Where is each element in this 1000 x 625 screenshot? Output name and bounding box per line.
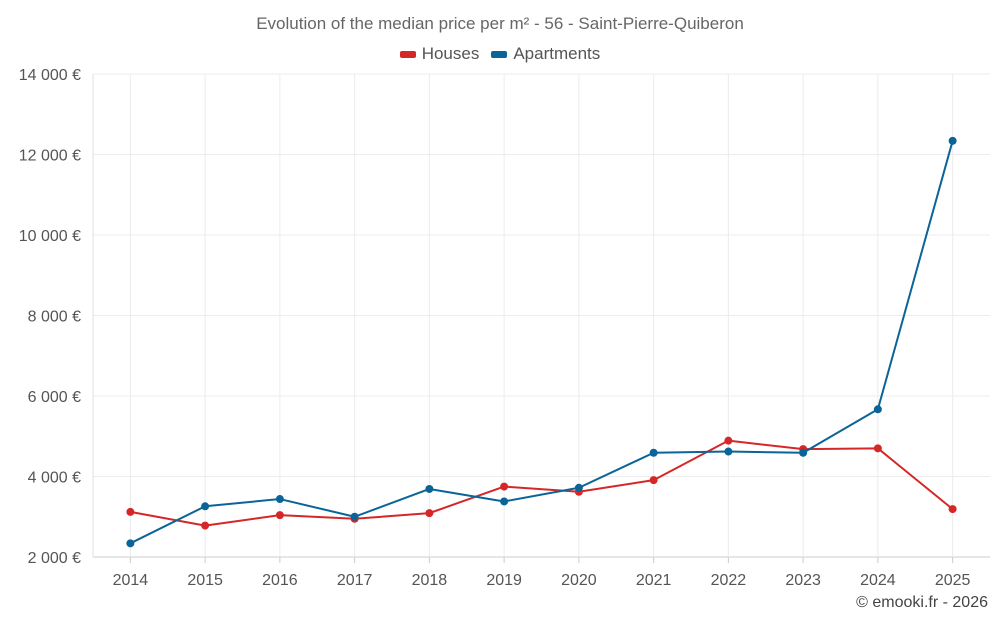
- data-point-houses[interactable]: [126, 507, 135, 516]
- data-point-apartments[interactable]: [500, 497, 509, 506]
- data-point-apartments[interactable]: [275, 495, 284, 504]
- x-tick-label: 2016: [262, 572, 298, 589]
- x-tick-label: 2018: [412, 572, 448, 589]
- legend-item-apartments[interactable]: Apartments: [491, 44, 600, 64]
- legend-swatch-apartments: [491, 50, 508, 58]
- data-point-apartments[interactable]: [126, 539, 135, 548]
- credit-text: © emooki.fr - 2026: [856, 594, 988, 611]
- x-tick-label: 2019: [486, 572, 522, 589]
- data-point-apartments[interactable]: [425, 484, 434, 493]
- series-line-apartments: [129, 140, 954, 545]
- legend-label-apartments: Apartments: [513, 44, 601, 63]
- y-tick-label: 6 000 €: [28, 389, 81, 406]
- y-tick-label: 12 000 €: [19, 148, 81, 165]
- y-tick-label: 4 000 €: [28, 470, 81, 487]
- data-point-houses[interactable]: [724, 436, 733, 445]
- x-tick-label: 2014: [113, 572, 149, 589]
- series-line-houses: [130, 439, 954, 527]
- y-tick-label: 8 000 €: [28, 309, 81, 326]
- x-tick-label: 2025: [935, 572, 971, 589]
- x-tick-label: 2022: [711, 572, 747, 589]
- data-point-houses[interactable]: [948, 505, 957, 514]
- legend: Houses Apartments: [0, 44, 1000, 64]
- data-point-houses[interactable]: [201, 521, 210, 530]
- x-tick-label: 2017: [337, 572, 373, 589]
- data-point-houses[interactable]: [649, 476, 658, 485]
- y-tick-label: 14 000 €: [19, 67, 81, 84]
- data-point-houses[interactable]: [873, 444, 882, 453]
- x-tick-label: 2023: [785, 572, 821, 589]
- legend-item-houses[interactable]: Houses: [399, 44, 480, 64]
- x-tick-label: 2015: [187, 572, 223, 589]
- legend-swatch-houses: [399, 50, 416, 58]
- y-tick-label: 2 000 €: [28, 550, 81, 567]
- data-point-apartments[interactable]: [799, 448, 808, 457]
- legend-label-houses: Houses: [421, 44, 480, 63]
- data-point-apartments[interactable]: [948, 136, 957, 145]
- x-tick-label: 2021: [636, 572, 672, 589]
- x-tick-label: 2020: [561, 572, 597, 589]
- data-point-houses[interactable]: [275, 511, 284, 520]
- data-point-apartments[interactable]: [574, 483, 583, 492]
- data-point-houses[interactable]: [500, 482, 509, 491]
- data-point-apartments[interactable]: [724, 447, 733, 456]
- data-point-apartments[interactable]: [873, 405, 882, 414]
- y-tick-label: 10 000 €: [19, 228, 81, 245]
- data-point-houses[interactable]: [425, 509, 434, 518]
- x-tick-label: 2024: [860, 572, 896, 589]
- data-point-apartments[interactable]: [201, 502, 210, 511]
- data-point-apartments[interactable]: [649, 448, 658, 457]
- data-point-apartments[interactable]: [350, 512, 359, 521]
- chart-title: Evolution of the median price per m² - 5…: [256, 14, 744, 33]
